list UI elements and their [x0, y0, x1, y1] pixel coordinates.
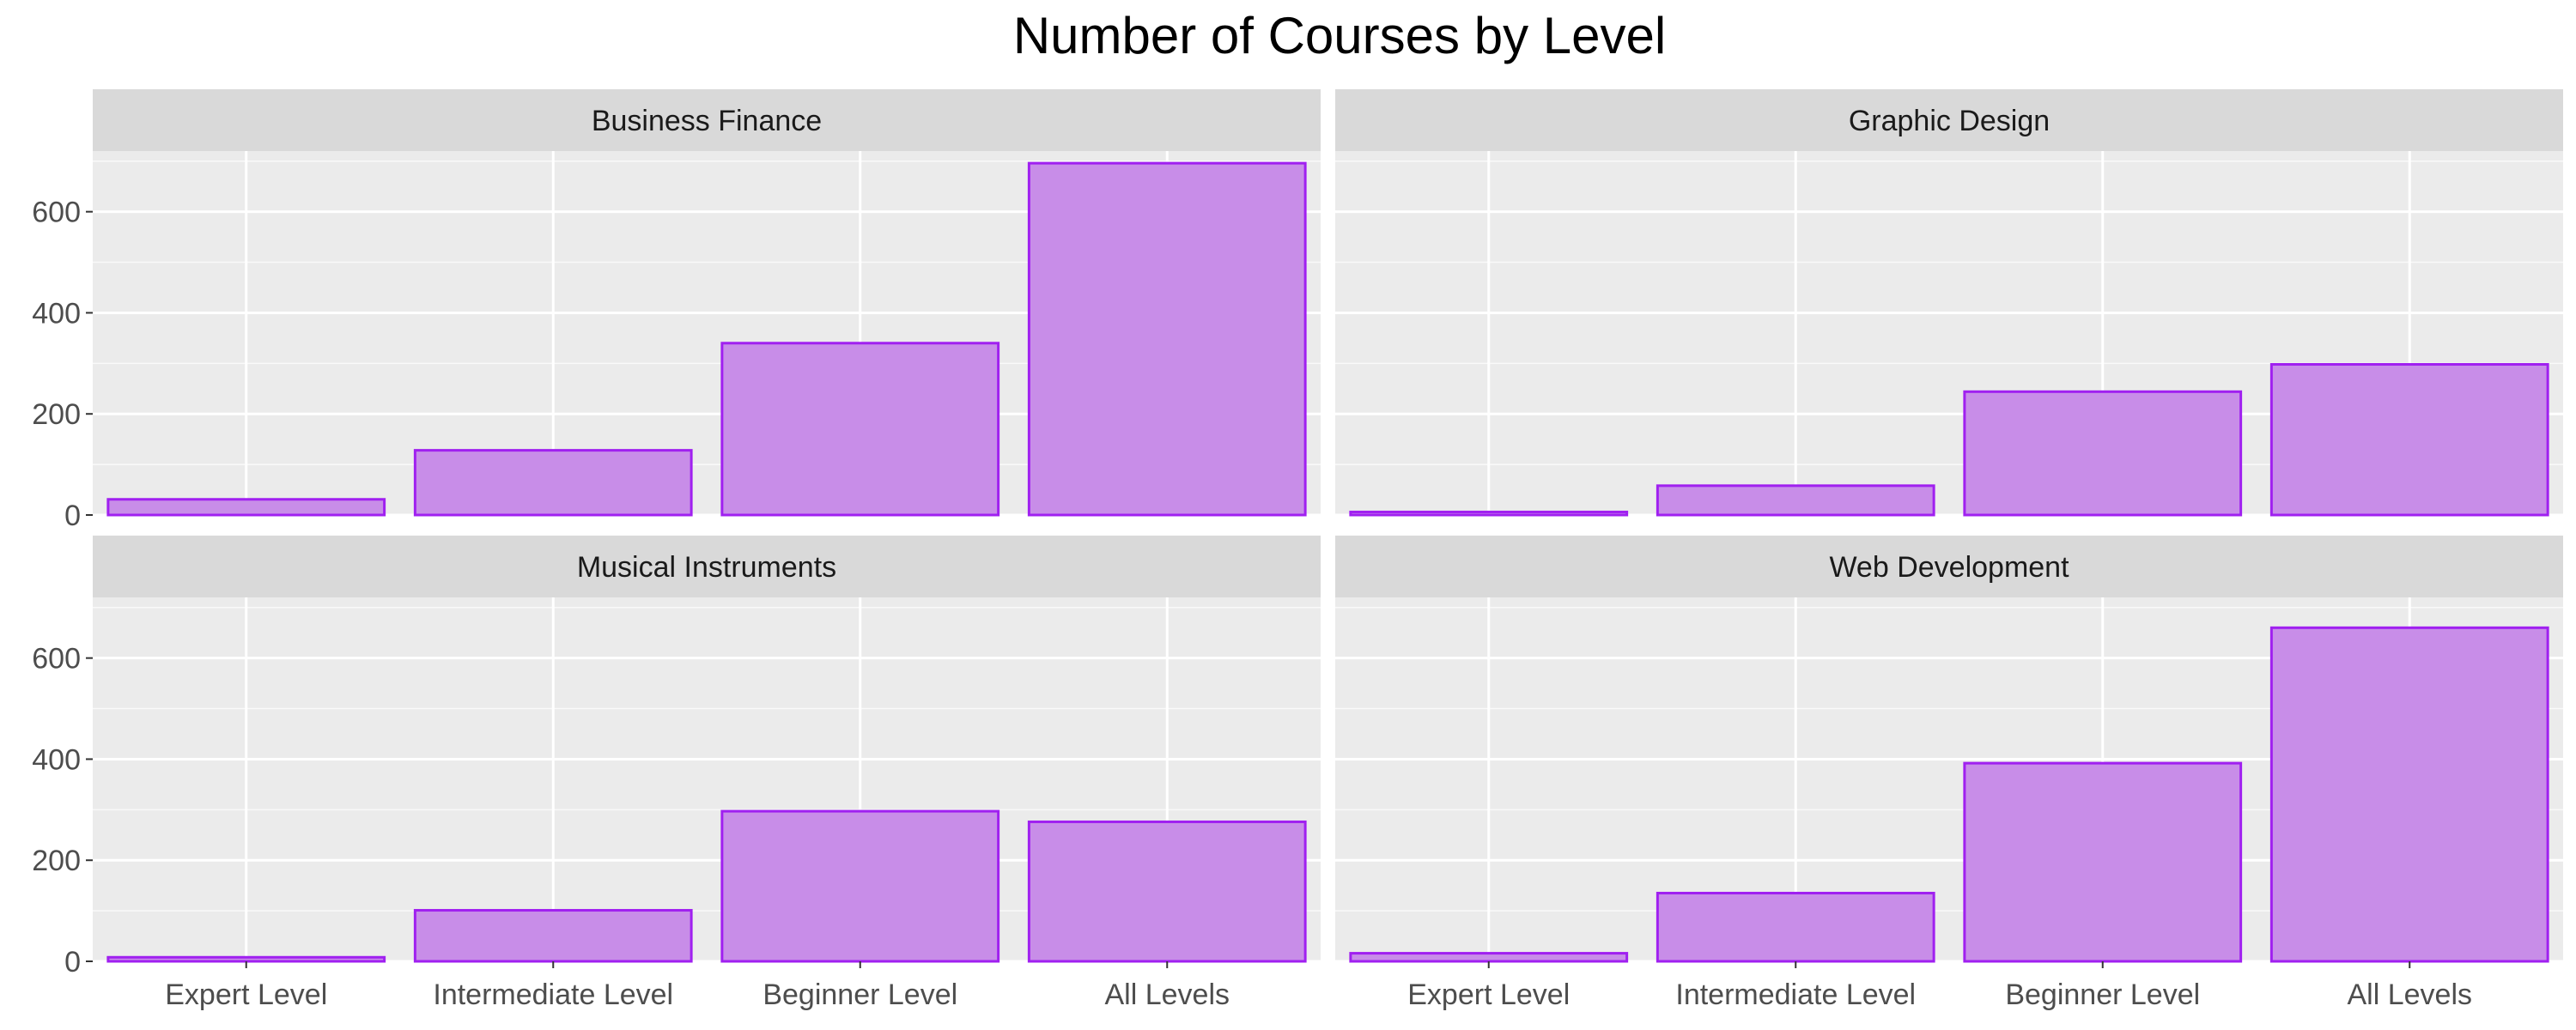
facet-panel-0: Business Finance 0 200 400 600: [32, 89, 1321, 532]
bar: [2269, 363, 2549, 517]
facet-strip: [1335, 89, 2563, 151]
bar: [1963, 761, 2243, 963]
y-tick-label: 200: [32, 845, 81, 877]
bar: [106, 955, 386, 963]
x-tick-label: All Levels: [1104, 978, 1230, 1011]
bar: [720, 809, 1000, 963]
facet-strip-label: Graphic Design: [1849, 105, 2050, 137]
x-tick-label: Intermediate Level: [1675, 978, 1916, 1011]
y-tick-label: 400: [32, 743, 81, 776]
y-tick-label: 0: [64, 500, 81, 532]
x-tick-label: Intermediate Level: [433, 978, 673, 1011]
y-tick-label: 600: [32, 197, 81, 229]
bar: [1963, 390, 2243, 517]
bar: [2269, 626, 2549, 963]
facet-strip: [93, 89, 1321, 151]
facet-panel-1: Graphic Design: [1335, 89, 2563, 517]
y-tick-label: 200: [32, 398, 81, 431]
x-tick-label: Beginner Level: [2005, 978, 2200, 1011]
x-tick-label: Expert Level: [165, 978, 327, 1011]
facet-strip: [1335, 536, 2563, 597]
bar: [1027, 161, 1307, 517]
bar: [720, 342, 1000, 517]
facet-panel-3: Web Development Expert Level Intermediate …: [1335, 536, 2563, 1011]
facet-strip-label: Business Finance: [592, 105, 822, 137]
y-tick-label: 600: [32, 643, 81, 676]
facet-strip-label: Web Development: [1829, 551, 2069, 584]
facet-strip: [93, 536, 1321, 597]
bar: [1349, 510, 1629, 517]
bar: [1656, 892, 1935, 963]
facet-panels: Business Finance 0 200 400 600 Graphic Design…: [32, 89, 2563, 1011]
x-tick-label: All Levels: [2347, 978, 2472, 1011]
bar: [1656, 484, 1935, 517]
bar: [413, 449, 693, 517]
bar: [1349, 952, 1629, 963]
bar: [413, 909, 693, 963]
chart-title: Number of Courses by Level: [1013, 7, 1666, 64]
y-tick-label: 400: [32, 297, 81, 330]
bar: [106, 498, 386, 517]
facet-strip-label: Musical Instruments: [577, 551, 836, 584]
facet-panel-2: Musical Instruments 0 200 400 600 Expert Leve…: [32, 536, 1321, 1011]
x-tick-label: Beginner Level: [762, 978, 957, 1011]
x-tick-label: Expert Level: [1407, 978, 1570, 1011]
bar: [1027, 820, 1307, 963]
y-tick-label: 0: [64, 946, 81, 978]
